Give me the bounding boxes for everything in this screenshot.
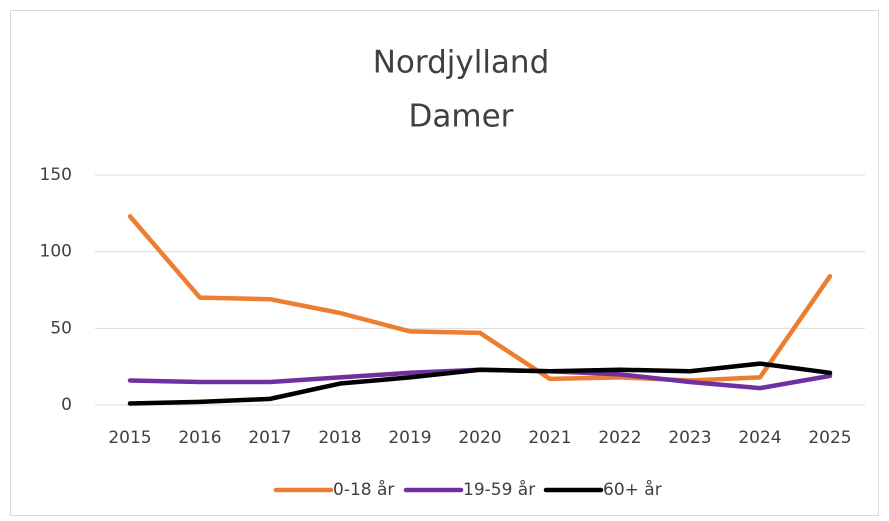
legend-label: 19-59 år bbox=[463, 479, 535, 500]
y-tick-label: 0 bbox=[61, 395, 72, 415]
y-tick-label: 100 bbox=[40, 242, 72, 262]
series-line bbox=[127, 361, 833, 406]
x-tick-label: 2018 bbox=[318, 428, 361, 448]
legend-label: 0-18 år bbox=[333, 479, 394, 500]
chart-subtitle: Damer bbox=[409, 99, 514, 135]
y-tick-label: 150 bbox=[40, 165, 72, 185]
x-tick-label: 2021 bbox=[528, 428, 571, 448]
series-line bbox=[127, 214, 833, 383]
x-tick-label: 2016 bbox=[178, 428, 221, 448]
x-tick-label: 2023 bbox=[668, 428, 711, 448]
legend-label: 60+ år bbox=[603, 479, 662, 500]
x-tick-label: 2017 bbox=[248, 428, 291, 448]
x-tick-label: 2019 bbox=[388, 428, 431, 448]
x-tick-label: 2024 bbox=[738, 428, 781, 448]
x-tick-label: 2020 bbox=[458, 428, 501, 448]
chart-border bbox=[10, 10, 879, 516]
x-tick-label: 2015 bbox=[108, 428, 151, 448]
x-tick-label: 2025 bbox=[808, 428, 851, 448]
chart-title: Nordjylland bbox=[373, 45, 550, 81]
x-tick-label: 2022 bbox=[598, 428, 641, 448]
y-tick-label: 50 bbox=[50, 318, 72, 338]
